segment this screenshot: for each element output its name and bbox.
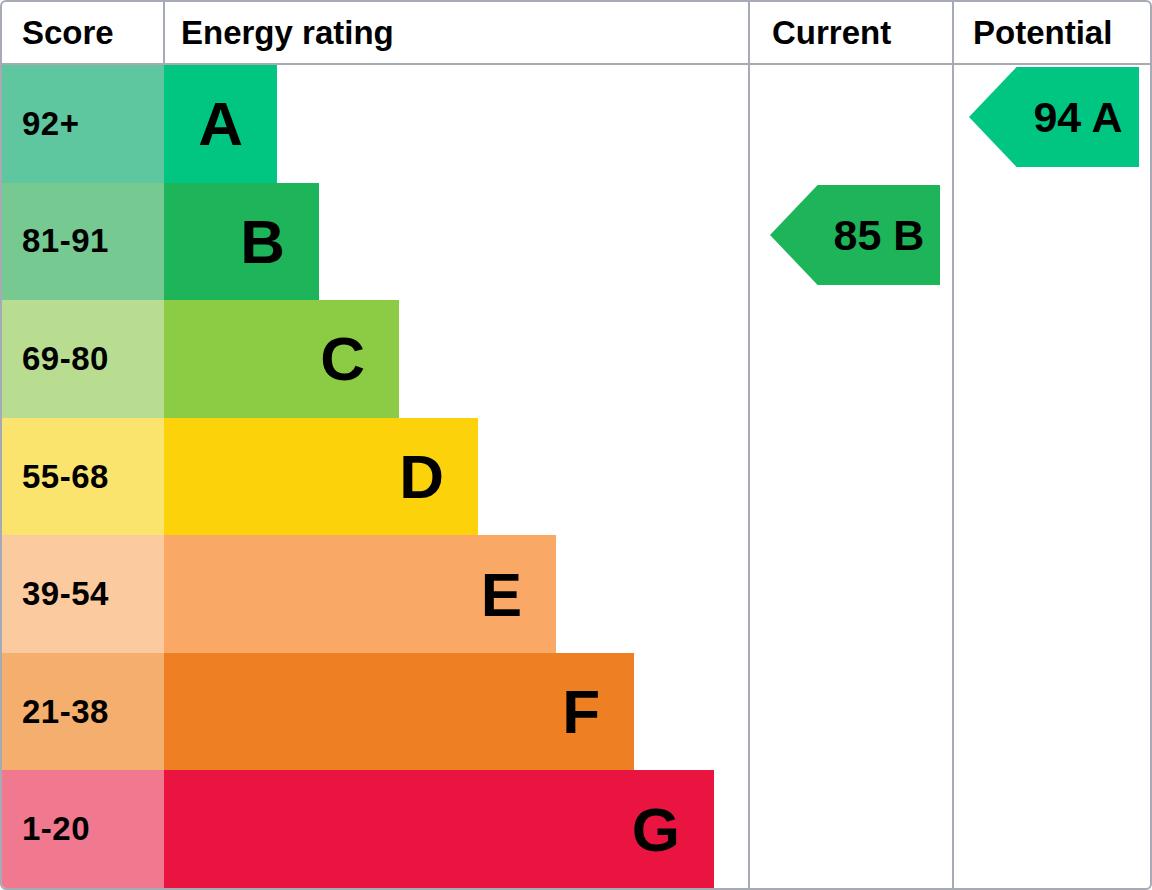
band-bar-a: A — [164, 65, 277, 183]
band-score-range: 69-80 — [2, 300, 164, 418]
potential-column-header: Potential — [954, 14, 1150, 52]
band-row-g: 1-20 G — [2, 770, 1150, 888]
energy-rating-column-header: Energy rating — [165, 14, 750, 52]
band-bar-f: F — [164, 653, 634, 771]
band-score-range: 55-68 — [2, 418, 164, 536]
band-score-range: 92+ — [2, 65, 164, 183]
band-row-d: 55-68 D — [2, 418, 1150, 536]
score-column-header: Score — [2, 14, 165, 52]
chart-header: Score Energy rating Current Potential — [2, 2, 1150, 65]
band-bar-c: C — [164, 300, 399, 418]
band-bar-b: B — [164, 183, 319, 301]
band-score-range: 21-38 — [2, 653, 164, 771]
band-bar-e: E — [164, 535, 556, 653]
band-bar-d: D — [164, 418, 478, 536]
band-row-e: 39-54 E — [2, 535, 1150, 653]
current-column-header: Current — [750, 14, 954, 52]
epc-rating-chart: Score Energy rating Current Potential 92… — [0, 0, 1152, 890]
band-row-f: 21-38 F — [2, 653, 1150, 771]
band-score-range: 81-91 — [2, 183, 164, 301]
band-score-range: 1-20 — [2, 770, 164, 888]
band-rows: 92+ A 81-91 B 69-80 C 55-68 D 39-54 E 21… — [2, 65, 1150, 888]
band-score-range: 39-54 — [2, 535, 164, 653]
band-row-c: 69-80 C — [2, 300, 1150, 418]
band-row-b: 81-91 B — [2, 183, 1150, 301]
band-bar-g: G — [164, 770, 714, 888]
